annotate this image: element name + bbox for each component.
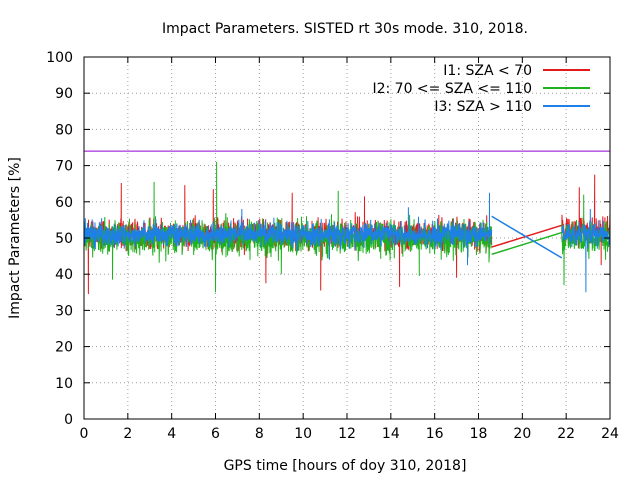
plot-series: [83, 161, 611, 295]
x-tick-label: 0: [80, 426, 89, 442]
x-tick-label: 20: [513, 426, 531, 442]
y-tick-label: 30: [55, 303, 73, 319]
y-tick-label: 10: [55, 376, 73, 392]
series-2-gap-connector: [491, 231, 563, 256]
y-axis-label: Impact Parameters [%]: [7, 157, 23, 319]
y-tick-label: 50: [55, 231, 73, 247]
x-tick-label: 10: [294, 426, 312, 442]
series-3: [83, 192, 611, 293]
series-3-gap-connector: [491, 215, 563, 259]
y-tick-label: 70: [55, 159, 73, 175]
y-tick-label: 90: [55, 86, 73, 102]
x-tick-label: 2: [123, 426, 132, 442]
series-1-gap-connector: [491, 224, 563, 248]
x-tick-label: 12: [338, 426, 356, 442]
x-tick-label: 22: [557, 426, 575, 442]
legend-label-i3: I3: SZA > 110: [434, 99, 532, 115]
x-tick-label: 16: [426, 426, 444, 442]
legend-label-i1: I1: SZA < 70: [443, 63, 532, 79]
y-tick-label: 20: [55, 340, 73, 356]
x-tick-label: 18: [470, 426, 488, 442]
x-tick-label: 8: [255, 426, 264, 442]
y-tick-label: 0: [64, 412, 73, 428]
x-tick-label: 14: [382, 426, 400, 442]
y-tick-label: 40: [55, 267, 73, 283]
axis-ticks: 0 2 4 6 8 10 12 14 16 18 20 22 240102030405060708090…: [46, 50, 619, 442]
x-axis-label: GPS time [hours of doy 310, 2018]: [224, 458, 467, 474]
y-tick-label: 100: [46, 50, 73, 66]
x-tick-label: 4: [167, 426, 176, 442]
legend-label-i2: I2: 70 <= SZA <= 110: [372, 81, 532, 97]
x-tick-label: 24: [601, 426, 619, 442]
y-tick-label: 80: [55, 122, 73, 138]
series-3-line-segment-2: [561, 208, 611, 293]
chart-title: Impact Parameters. SISTED rt 30s mode. 3…: [162, 21, 528, 37]
y-tick-label: 60: [55, 195, 73, 211]
x-tick-label: 6: [211, 426, 220, 442]
legend: I1: SZA < 70 I2: 70 <= SZA <= 110 I3: SZ…: [372, 63, 590, 115]
series-3-line-segment-1: [83, 192, 493, 266]
